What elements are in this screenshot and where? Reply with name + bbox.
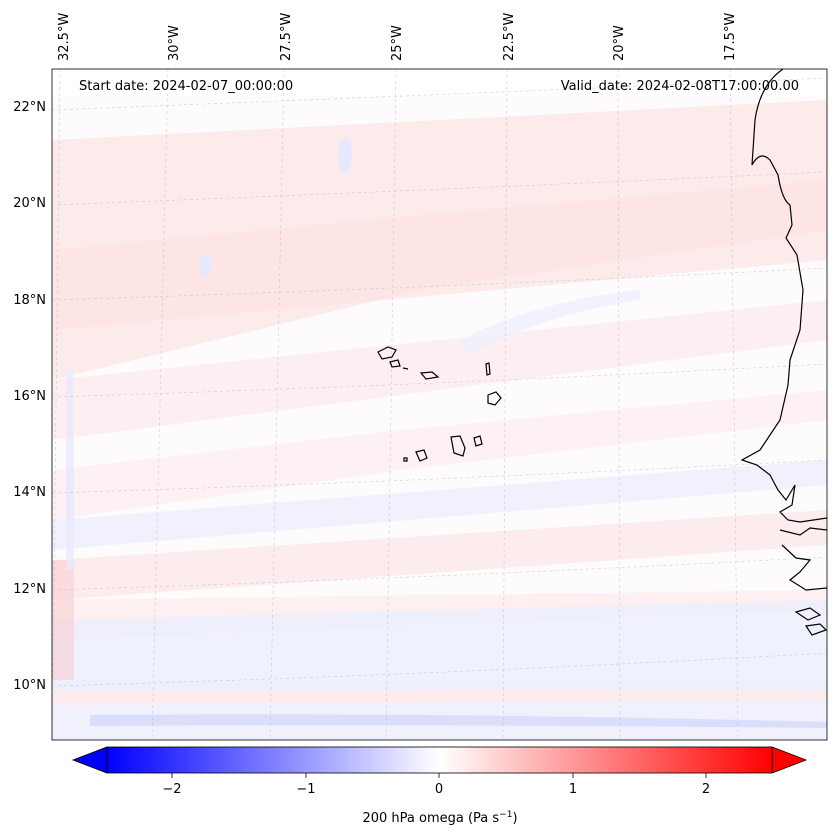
lat-tick-label: 22°N bbox=[13, 100, 46, 115]
map-frame bbox=[51, 68, 828, 741]
lat-tick-label: 14°N bbox=[13, 485, 46, 500]
cape-verde-islands bbox=[377, 346, 502, 462]
colorbar-tick-label: 1 bbox=[569, 782, 577, 797]
lon-tick-label: 27.5°W bbox=[279, 13, 294, 61]
colorbar-tick-label: −2 bbox=[162, 782, 181, 797]
lon-tick-label: 32.5°W bbox=[57, 13, 72, 61]
longitude-ticks: 32.5°W 30°W 27.5°W 25°W 22.5°W 20°W 17.5… bbox=[57, 13, 738, 61]
lon-tick-label: 30°W bbox=[167, 25, 182, 61]
lat-tick-label: 16°N bbox=[13, 389, 46, 404]
colorbar-label: 200 hPa omega (Pa s−1) bbox=[362, 810, 517, 826]
valid-date-label: Valid_date: 2024-02-08T17:00:00.00 bbox=[561, 79, 799, 94]
lat-tick-label: 18°N bbox=[13, 293, 46, 308]
lon-tick-label: 25°W bbox=[390, 25, 405, 61]
lon-tick-label: 20°W bbox=[612, 25, 627, 61]
omega-field bbox=[52, 69, 827, 740]
coastline bbox=[740, 69, 827, 636]
gridlines bbox=[52, 69, 827, 740]
colorbar-tick-label: 0 bbox=[435, 782, 443, 797]
colorbar: −2 −1 0 1 2 200 hPa omega (Pa s−1) bbox=[71, 746, 808, 826]
colorbar-tick-label: 2 bbox=[702, 782, 710, 797]
lon-tick-label: 22.5°W bbox=[502, 13, 517, 61]
colorbar-tick-label: −1 bbox=[296, 782, 315, 797]
lat-tick-label: 10°N bbox=[13, 678, 46, 693]
colorbar-gradient bbox=[106, 746, 773, 774]
lat-tick-label: 12°N bbox=[13, 582, 46, 597]
lon-tick-label: 17.5°W bbox=[723, 13, 738, 61]
colorbar-extend-high bbox=[771, 746, 808, 774]
colorbar-extend-low bbox=[71, 746, 108, 774]
start-date-label: Start date: 2024-02-07_00:00:00 bbox=[79, 79, 293, 94]
latitude-ticks: 22°N 20°N 18°N 16°N 14°N 12°N 10°N bbox=[13, 100, 46, 693]
lat-tick-label: 20°N bbox=[13, 196, 46, 211]
